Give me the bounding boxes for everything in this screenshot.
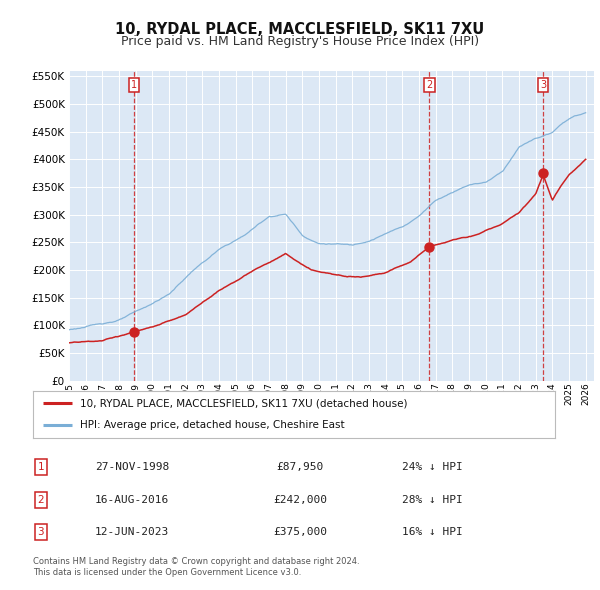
Text: 12-JUN-2023: 12-JUN-2023 [95,527,169,537]
Text: 2: 2 [37,495,44,504]
Text: 16% ↓ HPI: 16% ↓ HPI [401,527,463,537]
Text: 2: 2 [426,80,433,90]
Text: 10, RYDAL PLACE, MACCLESFIELD, SK11 7XU: 10, RYDAL PLACE, MACCLESFIELD, SK11 7XU [115,22,485,37]
Text: 1: 1 [131,80,137,90]
Text: 16-AUG-2016: 16-AUG-2016 [95,495,169,504]
Text: This data is licensed under the Open Government Licence v3.0.: This data is licensed under the Open Gov… [33,568,301,577]
Text: 3: 3 [540,80,546,90]
Text: 27-NOV-1998: 27-NOV-1998 [95,463,169,472]
Text: 1: 1 [37,463,44,472]
Text: Price paid vs. HM Land Registry's House Price Index (HPI): Price paid vs. HM Land Registry's House … [121,35,479,48]
Text: HPI: Average price, detached house, Cheshire East: HPI: Average price, detached house, Ches… [80,420,344,430]
Text: £87,950: £87,950 [277,463,323,472]
Text: 3: 3 [37,527,44,537]
Text: Contains HM Land Registry data © Crown copyright and database right 2024.: Contains HM Land Registry data © Crown c… [33,558,359,566]
Text: 24% ↓ HPI: 24% ↓ HPI [401,463,463,472]
Text: 10, RYDAL PLACE, MACCLESFIELD, SK11 7XU (detached house): 10, RYDAL PLACE, MACCLESFIELD, SK11 7XU … [80,398,407,408]
Text: £242,000: £242,000 [273,495,327,504]
Text: 28% ↓ HPI: 28% ↓ HPI [401,495,463,504]
Text: £375,000: £375,000 [273,527,327,537]
